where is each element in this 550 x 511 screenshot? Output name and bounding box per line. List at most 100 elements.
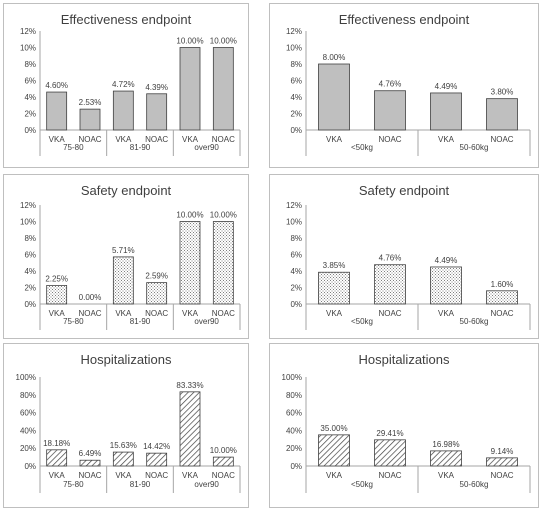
y-tick-label: 20% bbox=[286, 444, 302, 453]
category-label: NOAC bbox=[78, 471, 101, 480]
data-label: 2.25% bbox=[45, 274, 68, 283]
data-label: 0.00% bbox=[79, 293, 102, 302]
y-tick-label: 12% bbox=[286, 27, 302, 36]
y-tick-label: 10% bbox=[286, 44, 302, 53]
category-label: VKA bbox=[49, 135, 66, 144]
category-label: VKA bbox=[326, 471, 343, 480]
group-label: 50-60kg bbox=[460, 143, 489, 152]
data-label: 5.71% bbox=[112, 246, 135, 255]
y-tick-label: 100% bbox=[16, 373, 36, 382]
y-tick-label: 8% bbox=[290, 60, 302, 69]
group-label: 75-80 bbox=[63, 480, 84, 489]
group-label: 50-60kg bbox=[460, 480, 489, 489]
data-label: 6.49% bbox=[79, 449, 102, 458]
bar bbox=[112, 90, 134, 131]
category-label: VKA bbox=[115, 135, 132, 144]
y-tick-label: 20% bbox=[20, 444, 36, 453]
chart-title: Safety endpoint bbox=[81, 183, 172, 198]
category-label: NOAC bbox=[490, 309, 513, 318]
chart-svg-effectiveness-weight: Effectiveness endpoint 0% 2% 4% 6% 8% 10% 12% 8.… bbox=[286, 12, 531, 156]
data-label: 3.80% bbox=[491, 88, 514, 97]
group-label: 50-60kg bbox=[460, 317, 489, 326]
category-label: VKA bbox=[182, 309, 199, 318]
chart-panel-effectiveness-weight: Effectiveness endpoint 0% 2% 4% 6% 8% 10% 12% 8.… bbox=[269, 3, 539, 168]
bar bbox=[430, 92, 462, 131]
bar bbox=[318, 434, 350, 467]
y-tick-label: 0% bbox=[24, 126, 36, 135]
data-label: 4.49% bbox=[435, 256, 458, 265]
chart-svg-hospitalizations-weight: Hospitalizations 0% 20% 40% 60% 80% 100% 35.00%… bbox=[282, 352, 531, 493]
bar bbox=[146, 93, 168, 131]
chart-panel-hospitalizations-weight: Hospitalizations 0% 20% 40% 60% 80% 100% 35.00%… bbox=[269, 343, 539, 508]
bar bbox=[179, 221, 201, 305]
chart-title: Effectiveness endpoint bbox=[339, 12, 470, 27]
data-label: 4.72% bbox=[112, 80, 135, 89]
y-tick-label: 40% bbox=[20, 426, 36, 435]
category-label: VKA bbox=[49, 471, 66, 480]
bar bbox=[374, 264, 406, 305]
y-tick-label: 2% bbox=[290, 284, 302, 293]
y-tick-label: 100% bbox=[282, 373, 302, 382]
category-label: NOAC bbox=[378, 309, 401, 318]
y-tick-label: 8% bbox=[24, 234, 36, 243]
bar bbox=[486, 290, 518, 305]
data-label: 16.98% bbox=[432, 440, 459, 449]
bar bbox=[318, 63, 350, 131]
bar bbox=[212, 47, 234, 131]
bar bbox=[79, 108, 101, 131]
y-tick-label: 8% bbox=[24, 60, 36, 69]
y-tick-label: 4% bbox=[290, 93, 302, 102]
data-label: 4.76% bbox=[379, 80, 402, 89]
data-label: 3.85% bbox=[323, 261, 346, 270]
bar bbox=[179, 391, 201, 467]
category-label: NOAC bbox=[490, 471, 513, 480]
chart-svg-safety-age: Safety endpoint 0% 2% 4% 6% 8% 10% 12% 2.25% VKA 0… bbox=[20, 183, 241, 330]
bar bbox=[430, 450, 462, 467]
category-label: NOAC bbox=[212, 135, 235, 144]
bar bbox=[486, 457, 518, 467]
category-label: NOAC bbox=[78, 309, 101, 318]
bar bbox=[46, 285, 68, 305]
y-tick-label: 2% bbox=[24, 284, 36, 293]
data-label: 14.42% bbox=[143, 442, 170, 451]
y-tick-label: 12% bbox=[286, 201, 302, 210]
category-label: NOAC bbox=[145, 471, 168, 480]
chart-title: Safety endpoint bbox=[359, 183, 450, 198]
y-tick-label: 8% bbox=[290, 234, 302, 243]
chart-svg-effectiveness-age: Effectiveness endpoint 0% 2% 4% 6% 8% 10% 12% 4.… bbox=[20, 12, 241, 156]
data-label: 9.14% bbox=[491, 447, 514, 456]
group-label: <50kg bbox=[351, 143, 373, 152]
chart-svg-safety-weight: Safety endpoint 0% 2% 4% 6% 8% 10% 12% 3.85% VKA 4… bbox=[286, 183, 531, 330]
category-label: VKA bbox=[326, 135, 343, 144]
y-tick-label: 2% bbox=[290, 110, 302, 119]
group-label: over90 bbox=[194, 143, 219, 152]
category-label: NOAC bbox=[212, 309, 235, 318]
data-label: 4.49% bbox=[435, 82, 458, 91]
y-tick-label: 6% bbox=[24, 251, 36, 260]
y-tick-label: 6% bbox=[290, 77, 302, 86]
group-label: 75-80 bbox=[63, 317, 84, 326]
data-label: 10.00% bbox=[176, 211, 203, 220]
chart-title: Hospitalizations bbox=[80, 352, 172, 367]
chart-title: Effectiveness endpoint bbox=[61, 12, 192, 27]
data-label: 10.00% bbox=[176, 37, 203, 46]
group-label: 81-90 bbox=[130, 480, 151, 489]
category-label: VKA bbox=[49, 309, 66, 318]
bar bbox=[430, 266, 462, 305]
data-label: 10.00% bbox=[210, 211, 237, 220]
y-tick-label: 0% bbox=[24, 462, 36, 471]
group-label: over90 bbox=[194, 317, 219, 326]
y-tick-label: 12% bbox=[20, 27, 36, 36]
category-label: NOAC bbox=[78, 135, 101, 144]
data-label: 8.00% bbox=[323, 53, 346, 62]
bar bbox=[486, 98, 518, 131]
bar bbox=[212, 221, 234, 305]
y-tick-label: 60% bbox=[20, 409, 36, 418]
category-label: VKA bbox=[438, 135, 455, 144]
category-label: VKA bbox=[115, 471, 132, 480]
data-label: 4.39% bbox=[145, 83, 168, 92]
chart-title: Hospitalizations bbox=[358, 352, 450, 367]
group-label: 81-90 bbox=[130, 317, 151, 326]
data-label: 35.00% bbox=[320, 424, 347, 433]
bar bbox=[374, 439, 406, 467]
